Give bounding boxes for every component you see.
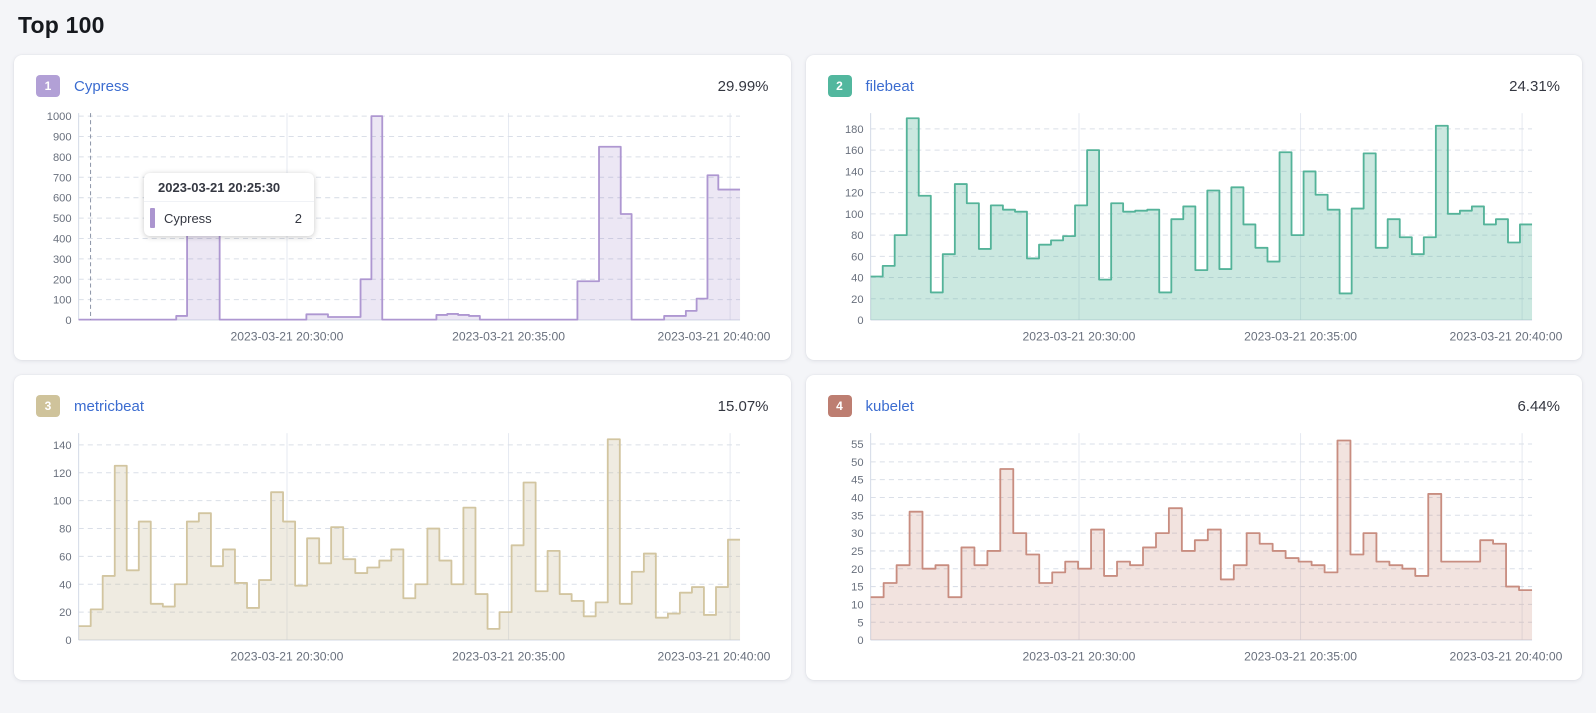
svg-text:40: 40 [851, 493, 863, 505]
svg-text:0: 0 [857, 315, 863, 327]
svg-text:900: 900 [53, 132, 72, 144]
svg-text:80: 80 [851, 230, 863, 242]
panel-grid: 1 Cypress 29.99% 2023-03-21 20:30:00 2023… [14, 55, 1582, 680]
panel-kubelet: 4 kubelet 6.44% 2023-03-21 20:30:00 2023-… [805, 375, 1582, 680]
svg-text:60: 60 [851, 251, 863, 263]
svg-text:0: 0 [857, 635, 863, 647]
svg-text:35: 35 [851, 510, 863, 522]
page: Top 100 1 Cypress 29.99% 2023-03-21 20:3… [14, 12, 1582, 680]
rank-badge: 1 [36, 75, 60, 97]
filebeat-chart[interactable]: 2023-03-21 20:30:00 2023-03-21 20:35:00 20… [826, 107, 1565, 350]
percent-value: 15.07% [717, 397, 769, 415]
svg-text:10: 10 [851, 599, 863, 611]
svg-text:1000: 1000 [47, 111, 72, 123]
svg-text:120: 120 [53, 468, 72, 480]
panel-cypress: 1 Cypress 29.99% 2023-03-21 20:30:00 2023… [14, 55, 791, 360]
rank-badge: 3 [36, 395, 60, 417]
svg-text:600: 600 [53, 193, 72, 205]
svg-text:40: 40 [851, 273, 863, 285]
page-title: Top 100 [18, 12, 105, 38]
svg-text:160: 160 [844, 145, 863, 157]
tooltip-row: Cypress 2 [144, 202, 314, 236]
svg-text:140: 140 [53, 440, 72, 452]
svg-text:140: 140 [844, 166, 863, 178]
svg-text:40: 40 [59, 579, 71, 591]
svg-text:80: 80 [59, 524, 71, 536]
svg-text:25: 25 [851, 546, 863, 558]
tooltip-timestamp: 2023-03-21 20:25:30 [144, 173, 314, 202]
kubelet-chart[interactable]: 2023-03-21 20:30:00 2023-03-21 20:35:00 20… [826, 427, 1565, 670]
svg-text:50: 50 [851, 457, 863, 469]
svg-text:100: 100 [53, 496, 72, 508]
svg-text:500: 500 [53, 213, 72, 225]
svg-text:2023-03-21 20:35:00: 2023-03-21 20:35:00 [452, 329, 565, 343]
series-link-kubelet[interactable]: kubelet [865, 397, 914, 415]
svg-text:180: 180 [844, 124, 863, 136]
percent-value: 29.99% [717, 77, 769, 95]
svg-text:5: 5 [857, 617, 863, 629]
svg-text:0: 0 [65, 635, 71, 647]
svg-text:2023-03-21 20:35:00: 2023-03-21 20:35:00 [1244, 329, 1357, 343]
svg-text:45: 45 [851, 475, 863, 487]
svg-text:120: 120 [844, 188, 863, 200]
svg-text:200: 200 [53, 274, 72, 286]
svg-text:2023-03-21 20:30:00: 2023-03-21 20:30:00 [231, 649, 344, 663]
svg-text:60: 60 [59, 551, 71, 563]
panel-header: 2 filebeat 24.31% [827, 75, 1560, 97]
svg-text:2023-03-21 20:35:00: 2023-03-21 20:35:00 [1244, 649, 1357, 663]
svg-text:2023-03-21 20:30:00: 2023-03-21 20:30:00 [1022, 329, 1135, 343]
rank-badge: 2 [827, 75, 852, 97]
svg-text:30: 30 [851, 528, 863, 540]
percent-value: 24.31% [1509, 77, 1560, 95]
svg-text:700: 700 [53, 172, 72, 184]
svg-text:800: 800 [53, 152, 72, 164]
svg-text:100: 100 [53, 295, 72, 307]
svg-text:400: 400 [53, 234, 72, 246]
tooltip-series-name: Cypress [164, 210, 212, 226]
tooltip-value: 2 [294, 210, 302, 226]
series-link-filebeat[interactable]: filebeat [865, 77, 914, 95]
panel-header: 1 Cypress 29.99% [36, 75, 769, 97]
svg-text:20: 20 [851, 294, 863, 306]
svg-text:100: 100 [844, 209, 863, 221]
svg-text:300: 300 [53, 254, 72, 266]
svg-text:55: 55 [851, 439, 863, 451]
panel-header: 3 metricbeat 15.07% [36, 395, 769, 417]
series-link-metricbeat[interactable]: metricbeat [74, 397, 145, 415]
svg-text:2023-03-21 20:40:00: 2023-03-21 20:40:00 [1449, 329, 1562, 343]
svg-text:0: 0 [65, 315, 71, 327]
svg-text:2023-03-21 20:40:00: 2023-03-21 20:40:00 [1449, 649, 1562, 663]
metricbeat-chart[interactable]: 2023-03-21 20:30:00 2023-03-21 20:35:00 20… [34, 427, 773, 670]
svg-text:15: 15 [851, 582, 863, 594]
panel-header: 4 kubelet 6.44% [827, 395, 1560, 417]
svg-text:2023-03-21 20:30:00: 2023-03-21 20:30:00 [231, 329, 344, 343]
panel-filebeat: 2 filebeat 24.31% 2023-03-21 20:30:00 202… [805, 55, 1582, 360]
rank-badge: 4 [827, 395, 852, 417]
series-color-swatch [150, 208, 155, 228]
svg-text:2023-03-21 20:35:00: 2023-03-21 20:35:00 [452, 649, 565, 663]
series-link-cypress[interactable]: Cypress [74, 77, 130, 95]
chart-tooltip: 2023-03-21 20:25:30 Cypress 2 [144, 173, 314, 236]
svg-text:2023-03-21 20:40:00: 2023-03-21 20:40:00 [658, 329, 771, 343]
svg-text:2023-03-21 20:30:00: 2023-03-21 20:30:00 [1022, 649, 1135, 663]
percent-value: 6.44% [1517, 397, 1560, 415]
svg-text:20: 20 [59, 607, 71, 619]
svg-text:2023-03-21 20:40:00: 2023-03-21 20:40:00 [658, 649, 771, 663]
svg-text:20: 20 [851, 564, 863, 576]
panel-metricbeat: 3 metricbeat 15.07% 2023-03-21 20:30:00 2… [14, 375, 791, 680]
